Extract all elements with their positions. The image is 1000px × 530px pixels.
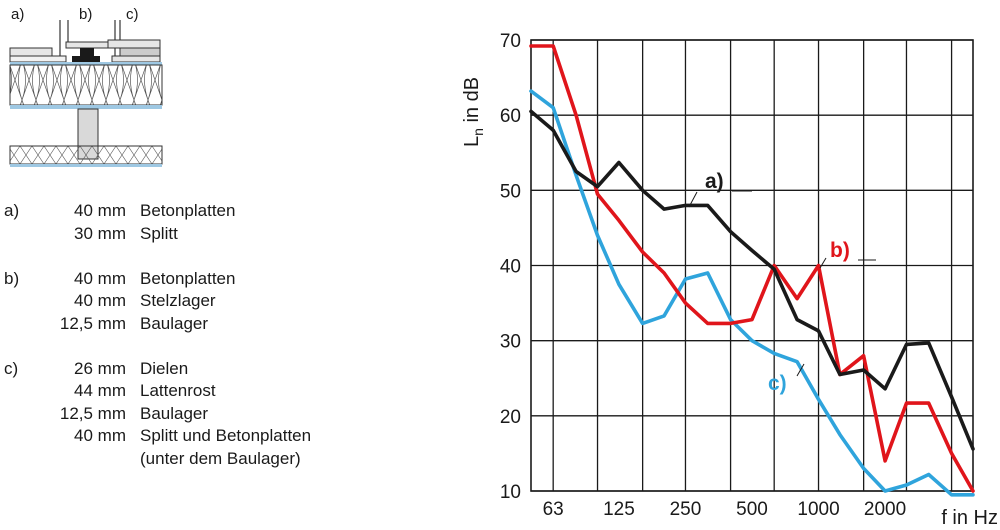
diagram-label-b: b) [79,6,93,23]
legend-thickness: 40 mm [74,291,126,310]
x-tick-label: 2000 [864,499,906,520]
x-tick-label: 500 [736,499,768,520]
legend-material: Baulager [140,313,209,333]
x-axis-label: f in Hz [941,507,998,529]
legend-thickness: 40 mm [74,426,126,445]
x-tick-label: 1000 [797,499,839,520]
floor-construction-diagram [9,20,163,167]
x-tick-label: 250 [670,499,702,520]
legend-row: c) 26 mm Dielen [4,358,424,381]
legend-material: Lattenrost [140,381,216,400]
legend-row: 40 mm Splitt und Betonplatten [4,425,424,448]
diagram-label-a: a) [11,6,25,23]
legend-material: Splitt [140,223,178,243]
series-label-a: a) [705,170,724,193]
legend-material: (unter dem Baulager) [140,448,301,468]
legend-material: Stelzlager [140,291,216,310]
legend-group: b) 40 mm Betonplatten 40 mm Stelzlager 12,5 m… [4,268,424,336]
plot-frame [530,39,974,492]
legend-row: 44 mm Lattenrost [4,380,424,403]
y-tick-label: 30 [500,332,521,353]
legend-thickness: 30 mm [74,223,126,243]
legend-row: b) 40 mm Betonplatten [4,268,424,291]
legend-row: (unter dem Baulager) [4,448,424,471]
y-tick-label: 50 [500,181,521,202]
series-line-c [529,89,975,497]
series-label-leader [688,191,698,208]
series-label-b: b) [830,239,850,262]
legend-thickness: 44 mm [74,381,126,400]
legend-row: 30 mm Splitt [4,223,424,246]
series-label-c: c) [768,372,787,395]
legend-row: 12,5 mm Baulager [4,403,424,426]
series-label-leader [819,257,827,269]
x-tick-label: 63 [543,499,564,520]
y-tick-label: 60 [500,106,521,127]
series-line-a [529,109,975,451]
x-tick-label: 125 [603,499,635,520]
legend-key: a) [4,201,20,220]
legend-row: 12,5 mm Baulager [4,313,424,336]
legend-row: 40 mm Stelzlager [4,290,424,313]
series-label-leader [796,363,805,377]
y-tick-label: 70 [500,31,521,52]
legend-thickness: 26 mm [74,358,126,378]
legend-key: c) [4,358,19,378]
legend-thickness: 12,5 mm [59,313,126,333]
series-line-b [529,44,975,493]
legend-group: c) 26 mm Dielen 44 mm Lattenrost 12,5 mm Baula… [4,358,424,471]
legend-material: Dielen [140,358,189,378]
diagram-label-c: c) [126,6,139,23]
legend-thickness: 40 mm [74,201,126,220]
legend-material: Betonplatten [140,268,236,288]
y-tick-label: 40 [500,257,521,278]
legend-row: a) 40 mm Betonplatten [4,200,424,223]
legend-thickness: 12,5 mm [59,403,126,423]
legend-key: b) [4,268,20,288]
legend-thickness: 40 mm [74,268,126,288]
legend-group: a) 40 mm Betonplatten 30 mm Splitt [4,200,424,245]
y-axis-label: Ln in dB [461,77,486,147]
legend: a) 40 mm Betonplatten 30 mm Splitt b) 40 mm Bet… [4,200,424,493]
y-tick-label: 10 [500,482,521,503]
legend-material: Betonplatten [140,201,236,220]
legend-material: Baulager [140,403,209,423]
y-tick-label: 20 [500,407,521,428]
legend-material: Splitt und Betonplatten [140,426,312,445]
